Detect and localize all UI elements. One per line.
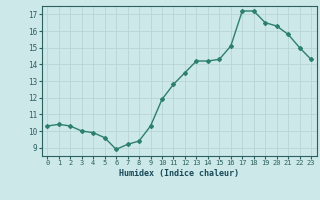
X-axis label: Humidex (Indice chaleur): Humidex (Indice chaleur)	[119, 169, 239, 178]
